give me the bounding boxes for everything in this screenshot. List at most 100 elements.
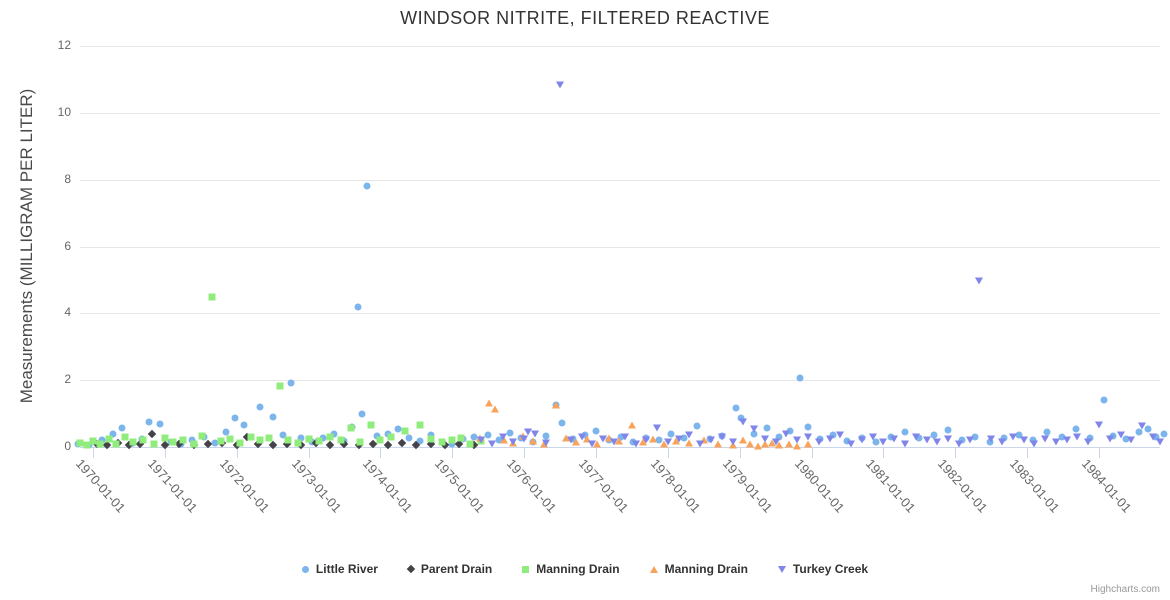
data-point[interactable]: [145, 418, 153, 426]
data-point[interactable]: [1160, 430, 1168, 438]
data-point[interactable]: [169, 438, 177, 446]
data-point[interactable]: [356, 438, 364, 446]
data-point[interactable]: [1138, 422, 1147, 430]
data-point[interactable]: [129, 438, 137, 446]
data-point[interactable]: [763, 424, 771, 432]
data-point[interactable]: [1058, 433, 1066, 441]
data-point[interactable]: [1127, 436, 1136, 444]
data-point[interactable]: [1156, 438, 1165, 446]
data-point[interactable]: [156, 420, 164, 428]
data-point[interactable]: [714, 440, 723, 448]
data-point[interactable]: [1094, 421, 1103, 429]
data-point[interactable]: [784, 440, 793, 448]
data-point[interactable]: [577, 433, 586, 441]
data-point[interactable]: [105, 435, 113, 443]
data-point[interactable]: [847, 440, 856, 448]
data-point[interactable]: [217, 437, 225, 445]
data-point[interactable]: [614, 437, 623, 445]
data-point[interactable]: [793, 436, 802, 444]
data-point[interactable]: [198, 432, 206, 440]
data-point[interactable]: [890, 435, 899, 443]
data-point[interactable]: [523, 428, 532, 436]
data-point[interactable]: [803, 440, 812, 448]
data-point[interactable]: [121, 433, 129, 441]
data-point[interactable]: [663, 438, 672, 446]
data-point[interactable]: [667, 430, 675, 438]
data-point[interactable]: [558, 419, 565, 427]
data-point[interactable]: [236, 439, 244, 447]
data-point[interactable]: [771, 438, 780, 446]
data-point[interactable]: [1144, 425, 1152, 433]
data-point[interactable]: [551, 401, 560, 409]
data-point[interactable]: [484, 399, 493, 407]
data-point[interactable]: [487, 440, 496, 448]
data-point[interactable]: [1008, 433, 1017, 441]
data-point[interactable]: [315, 437, 323, 445]
data-point[interactable]: [974, 277, 983, 285]
data-point[interactable]: [139, 436, 147, 444]
data-point[interactable]: [96, 440, 104, 448]
data-point[interactable]: [541, 439, 550, 447]
data-point[interactable]: [118, 424, 126, 432]
data-point[interactable]: [739, 418, 748, 426]
data-point[interactable]: [965, 436, 974, 444]
data-point[interactable]: [530, 430, 539, 438]
data-point[interactable]: [760, 435, 769, 443]
data-point[interactable]: [583, 435, 592, 443]
data-point[interactable]: [739, 436, 748, 444]
legend-item-manning-drain-2[interactable]: Manning Drain: [522, 562, 620, 576]
data-point[interactable]: [287, 379, 295, 386]
data-point[interactable]: [922, 436, 931, 444]
data-point[interactable]: [354, 303, 362, 311]
data-point[interactable]: [737, 414, 745, 422]
data-point[interactable]: [161, 434, 169, 442]
data-point[interactable]: [696, 440, 705, 448]
data-point[interactable]: [997, 438, 1006, 446]
data-point[interactable]: [276, 382, 284, 390]
data-point[interactable]: [760, 440, 769, 448]
legend-item-manning-drain-3[interactable]: Manning Drain: [649, 562, 748, 576]
data-point[interactable]: [367, 421, 375, 429]
data-point[interactable]: [746, 440, 755, 448]
legend-item-parent-drain-1[interactable]: Parent Drain: [406, 562, 492, 576]
data-point[interactable]: [750, 430, 758, 438]
data-point[interactable]: [793, 442, 802, 450]
data-point[interactable]: [1015, 431, 1023, 439]
data-point[interactable]: [448, 436, 456, 444]
data-point[interactable]: [1084, 438, 1093, 446]
data-point[interactable]: [466, 440, 474, 448]
data-point[interactable]: [1043, 428, 1051, 436]
data-point[interactable]: [627, 421, 636, 429]
data-point[interactable]: [240, 421, 248, 429]
data-point[interactable]: [506, 429, 514, 437]
data-point[interactable]: [542, 432, 550, 440]
data-point[interactable]: [1000, 434, 1008, 442]
data-point[interactable]: [1073, 433, 1082, 441]
data-point[interactable]: [1062, 436, 1071, 444]
data-point[interactable]: [604, 434, 613, 442]
data-point[interactable]: [750, 425, 759, 433]
data-point[interactable]: [930, 431, 938, 439]
data-point[interactable]: [900, 440, 909, 448]
data-point[interactable]: [987, 435, 996, 443]
data-point[interactable]: [825, 435, 834, 443]
data-point[interactable]: [1051, 438, 1060, 446]
data-point[interactable]: [911, 433, 920, 441]
data-point[interactable]: [265, 434, 273, 442]
data-point[interactable]: [247, 433, 255, 441]
data-point[interactable]: [879, 438, 888, 446]
data-point[interactable]: [387, 433, 395, 441]
data-point[interactable]: [642, 436, 651, 444]
data-point[interactable]: [297, 434, 305, 442]
data-point[interactable]: [491, 405, 500, 413]
data-point[interactable]: [98, 436, 106, 444]
data-point[interactable]: [528, 437, 537, 445]
data-point[interactable]: [566, 436, 575, 444]
data-point[interactable]: [294, 439, 302, 447]
data-point[interactable]: [599, 435, 608, 443]
data-point[interactable]: [1116, 431, 1125, 439]
data-point[interactable]: [680, 434, 688, 442]
data-point[interactable]: [150, 440, 158, 448]
data-point[interactable]: [1030, 440, 1039, 448]
data-point[interactable]: [427, 435, 435, 443]
